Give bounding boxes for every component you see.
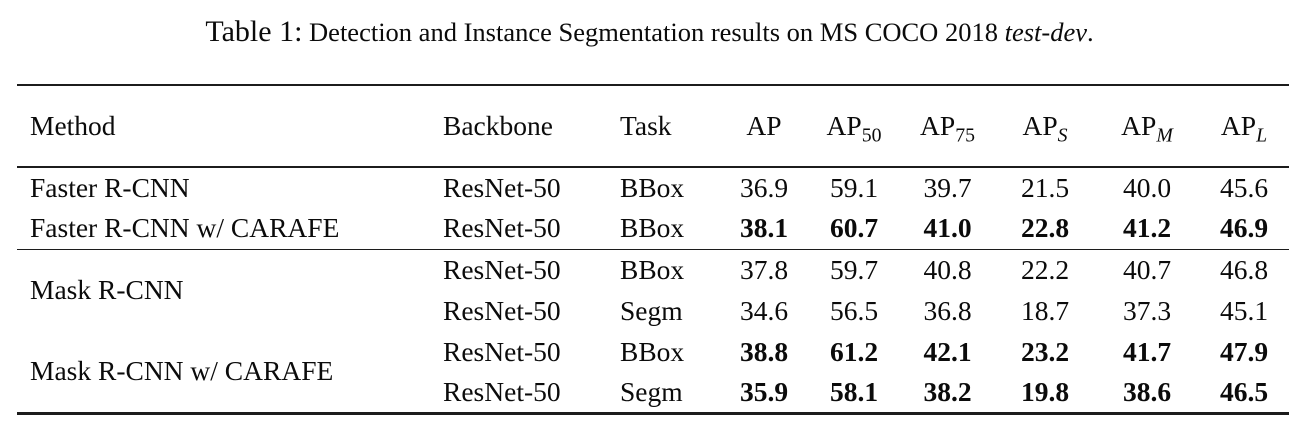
metric-cell-ap: 34.6: [739, 294, 789, 326]
task-cell: BBox: [620, 248, 720, 290]
col-header-backbone: Backbone: [443, 110, 553, 141]
metric-cell-aps: 18.7: [1020, 294, 1070, 326]
col-header-method: Method: [30, 110, 116, 141]
table-row-mask-rcnn-segm: ResNet-50 Segm 34.6 56.5 36.8 18.7 37.3 …: [17, 290, 1289, 331]
metric-cell-ap75: 42.1: [923, 335, 972, 367]
backbone-cell: ResNet-50: [443, 212, 561, 244]
task-cell: BBox: [620, 212, 685, 244]
metric-cell-ap75: 39.7: [923, 172, 972, 203]
method-cell: Faster R-CNN: [30, 172, 190, 203]
metric-cell-ap50: 60.7: [829, 212, 879, 244]
caption-emphasis: test-dev: [1004, 17, 1087, 47]
metric-cell-ap75: 40.8: [900, 248, 995, 290]
backbone-cell: ResNet-50: [443, 172, 561, 203]
col-header-ap: AP: [746, 110, 782, 141]
metric-cell-apl: 47.9: [1219, 335, 1269, 367]
col-header-ap75: AP75: [920, 110, 975, 147]
metric-cell-ap: 38.8: [739, 335, 789, 367]
metric-cell-ap75: 38.2: [923, 375, 972, 407]
metric-cell-aps: 21.5: [1020, 172, 1070, 203]
metric-cell-apm: 40.7: [1095, 248, 1199, 290]
caption-label: Table 1:: [205, 15, 303, 48]
table-row-mask-rcnn-bbox: Mask R-CNN ResNet-50 BBox 37.8 59.7 40.8…: [17, 248, 1289, 331]
metric-cell-aps: 19.8: [1020, 375, 1070, 407]
task-cell: BBox: [620, 172, 685, 203]
metric-cell-ap: 37.8: [720, 248, 808, 290]
metric-cell-apl: 46.5: [1219, 375, 1269, 407]
metric-cell-ap50: 58.1: [829, 375, 879, 407]
col-header-apm: APM: [1121, 110, 1173, 147]
backbone-cell: ResNet-50: [443, 335, 561, 367]
metric-cell-apm: 40.0: [1122, 172, 1172, 203]
metric-cell-ap50: 59.7: [808, 248, 900, 290]
metric-cell-ap50: 56.5: [829, 294, 879, 326]
caption-text: Detection and Instance Segmentation resu…: [309, 17, 998, 47]
metric-cell-ap: 35.9: [739, 375, 789, 407]
table-row-faster-rcnn-carafe-bbox: Faster R-CNN w/ CARAFE ResNet-50 BBox 38…: [17, 208, 1289, 249]
metric-cell-apl: 46.9: [1219, 212, 1269, 244]
caption-period: .: [1086, 17, 1094, 47]
metric-cell-aps: 23.2: [1020, 335, 1070, 367]
metric-cell-ap75: 36.8: [923, 294, 972, 326]
metric-cell-aps: 22.8: [1020, 212, 1070, 244]
metric-cell-ap50: 59.1: [829, 172, 879, 203]
metric-cell-ap50: 61.2: [829, 335, 879, 367]
metric-cell-apm: 38.6: [1122, 375, 1172, 407]
metric-cell-ap: 36.9: [739, 172, 789, 203]
metric-cell-apl: 46.8: [1199, 248, 1289, 290]
header-row: Method Backbone Task AP AP50 AP75 APS AP…: [17, 85, 1289, 167]
metric-cell-apm: 41.2: [1122, 212, 1172, 244]
table-row-mask-rcnn-carafe-segm: ResNet-50 Segm 35.9 58.1 38.2 19.8 38.6 …: [17, 372, 1289, 413]
metric-cell-apl: 45.1: [1219, 294, 1269, 326]
method-cell: Mask R-CNN w/ CARAFE: [30, 355, 334, 387]
task-cell: Segm: [620, 294, 683, 326]
table-row-faster-rcnn-bbox: Faster R-CNN ResNet-50 BBox 36.9 59.1 39…: [17, 167, 1289, 208]
metric-cell-aps: 22.2: [995, 248, 1095, 290]
method-cell: Mask R-CNN: [17, 248, 443, 331]
results-table: Method Backbone Task AP AP50 AP75 APS AP…: [17, 84, 1289, 415]
backbone-cell: ResNet-50: [443, 294, 561, 326]
backbone-cell: ResNet-50: [443, 248, 620, 290]
col-header-aps: APS: [1022, 110, 1068, 147]
task-cell: BBox: [620, 335, 685, 367]
task-cell: Segm: [620, 375, 683, 407]
metric-cell-apm: 37.3: [1122, 294, 1172, 326]
backbone-cell: ResNet-50: [443, 375, 561, 407]
metric-cell-apm: 41.7: [1122, 335, 1172, 367]
col-header-apl: APL: [1220, 110, 1268, 147]
metric-cell-ap: 38.1: [739, 212, 789, 244]
metric-cell-ap75: 41.0: [923, 212, 972, 244]
metric-cell-apl: 45.6: [1219, 172, 1269, 203]
table-caption: Table 1: Detection and Instance Segmenta…: [0, 12, 1299, 52]
method-cell: Faster R-CNN w/ CARAFE: [30, 212, 340, 244]
col-header-task: Task: [620, 110, 672, 141]
col-header-ap50: AP50: [826, 110, 882, 147]
table-row-mask-rcnn-carafe-bbox: Mask R-CNN w/ CARAFE ResNet-50 BBox 38.8…: [17, 331, 1289, 387]
